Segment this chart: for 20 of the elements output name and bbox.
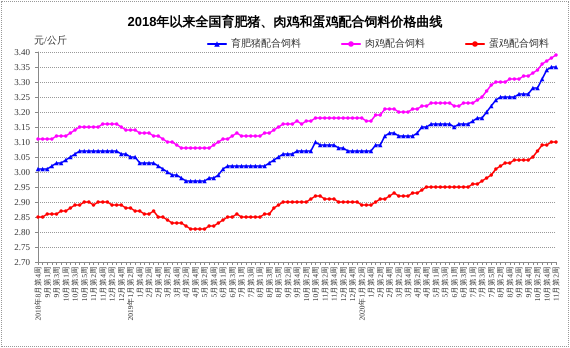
y-tick-label: 2.95 <box>14 182 30 192</box>
legend-label: 育肥猪配合饲料 <box>231 38 301 50</box>
y-tick-label: 3.25 <box>14 92 30 102</box>
y-tick-label: 3.30 <box>14 77 30 87</box>
y-tick-label: 2.80 <box>14 227 30 237</box>
legend-label: 蛋鸡配合饲料 <box>489 38 549 50</box>
y-axis-title: 元/公斤 <box>34 34 67 46</box>
y-tick-label: 3.20 <box>14 107 30 117</box>
y-tick-label: 2.70 <box>14 257 30 267</box>
y-tick-label: 2.90 <box>14 197 30 207</box>
y-tick-label: 3.35 <box>14 62 30 72</box>
y-tick-label: 2.85 <box>14 212 30 222</box>
y-tick-label: 3.40 <box>14 47 30 57</box>
y-tick-label: 3.00 <box>14 167 30 177</box>
legend-label: 肉鸡配合饲料 <box>365 38 425 50</box>
y-tick-label: 3.10 <box>14 137 30 147</box>
y-tick-label: 3.05 <box>14 152 30 162</box>
chart-title: 2018年以来全国育肥猪、肉鸡和蛋鸡配合饲料价格曲线 <box>128 14 442 29</box>
y-tick-label: 2.75 <box>14 242 30 252</box>
y-tick-label: 3.15 <box>14 122 30 132</box>
